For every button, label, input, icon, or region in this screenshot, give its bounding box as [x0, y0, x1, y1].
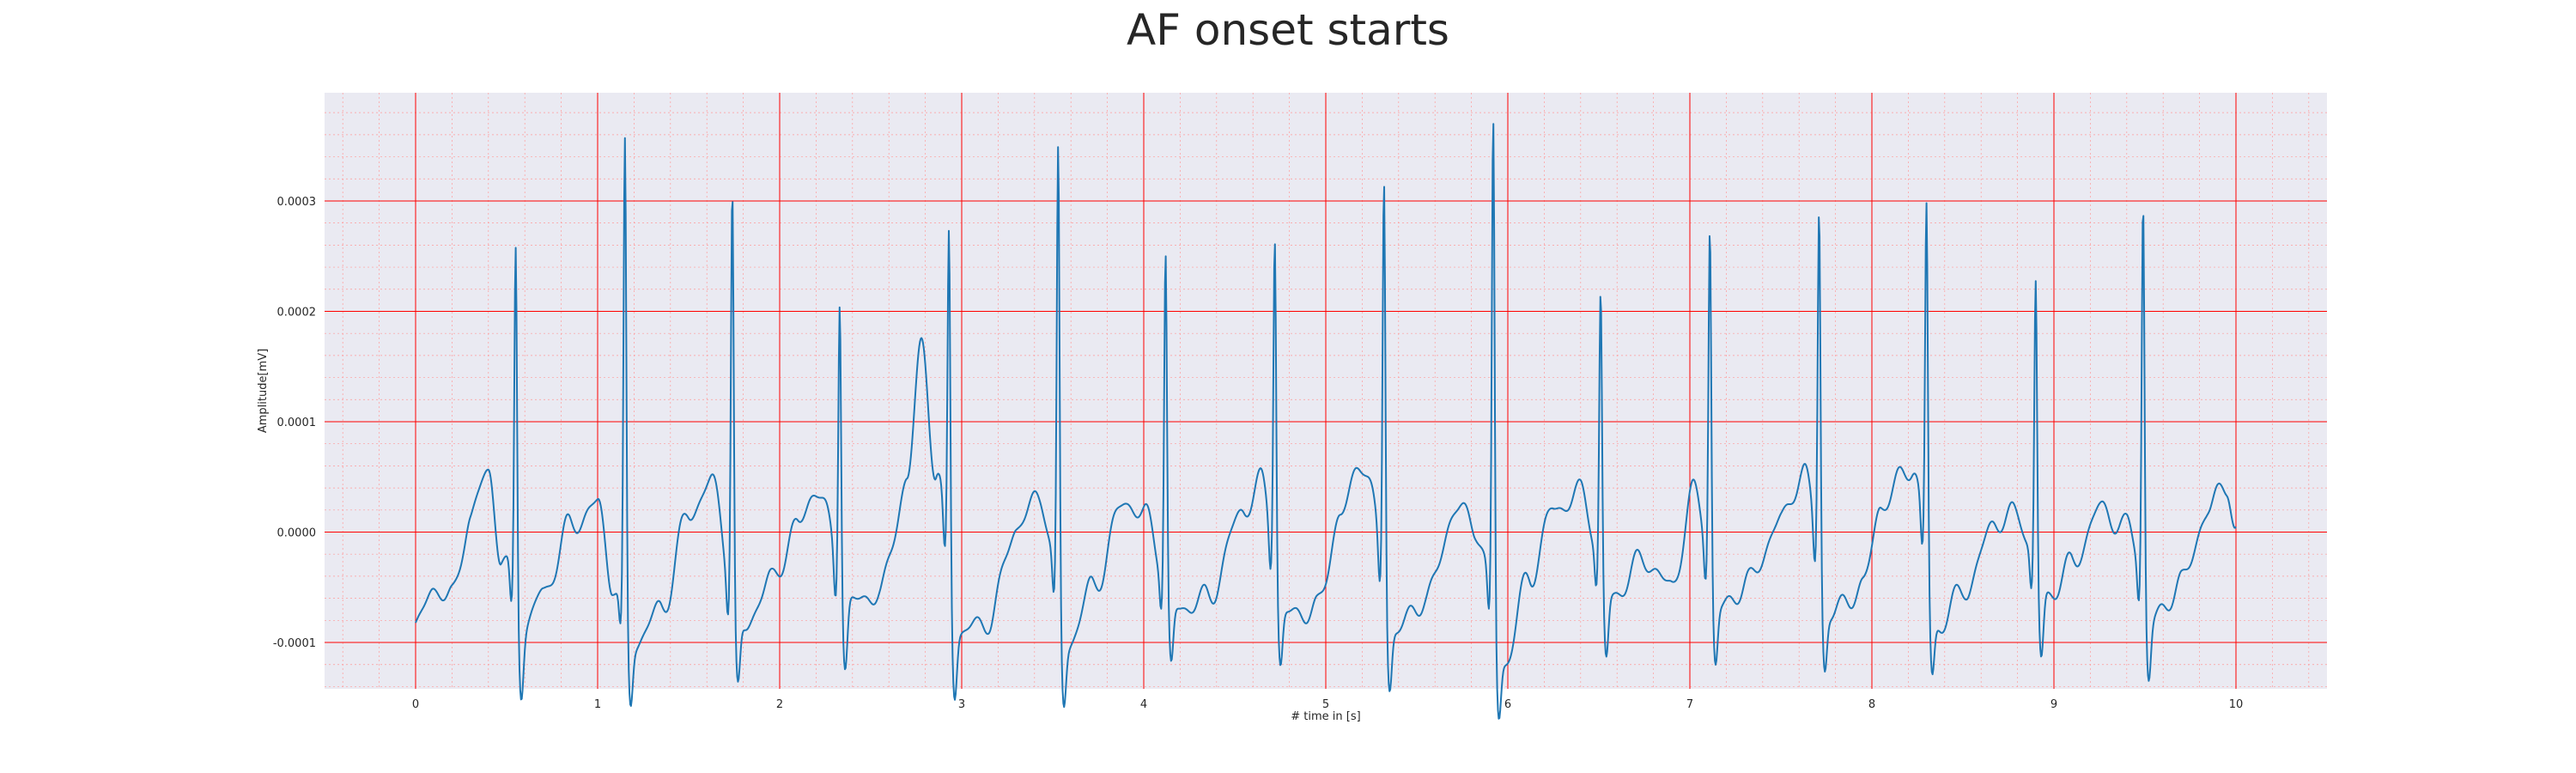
x-tick-label: 2: [776, 698, 783, 711]
y-axis-label: Amplitude[mV]: [257, 349, 270, 433]
x-tick-label: 7: [1686, 698, 1693, 711]
x-tick-label: 9: [2050, 698, 2057, 711]
x-tick-label: 8: [1868, 698, 1875, 711]
y-tick-label: 0.0003: [277, 196, 317, 209]
y-axis-ticks: -0.0001 0.0000 0.0001 0.0002 0.0003: [273, 196, 316, 650]
chart-title: AF onset starts: [1127, 5, 1449, 55]
x-axis-label: # time in [s]: [1291, 710, 1360, 723]
x-tick-label: 1: [594, 698, 601, 711]
x-tick-label: 0: [412, 698, 419, 711]
major-grid: [325, 93, 2327, 689]
x-tick-label: 3: [958, 698, 965, 711]
x-tick-label: 5: [1322, 698, 1329, 711]
x-tick-label: 10: [2229, 698, 2244, 711]
series-layer: [415, 123, 2237, 720]
y-tick-label: 0.0002: [277, 306, 317, 319]
x-tick-label: 6: [1504, 698, 1511, 711]
y-tick-label: 0.0001: [277, 417, 317, 429]
y-tick-label: 0.0000: [277, 527, 317, 540]
x-axis-ticks: 0 1 2 3 4 5 6 7 8 9 10: [412, 698, 2243, 711]
x-tick-label: 4: [1140, 698, 1147, 711]
y-tick-label: -0.0001: [273, 637, 316, 650]
ecg-series-line: [415, 123, 2237, 720]
